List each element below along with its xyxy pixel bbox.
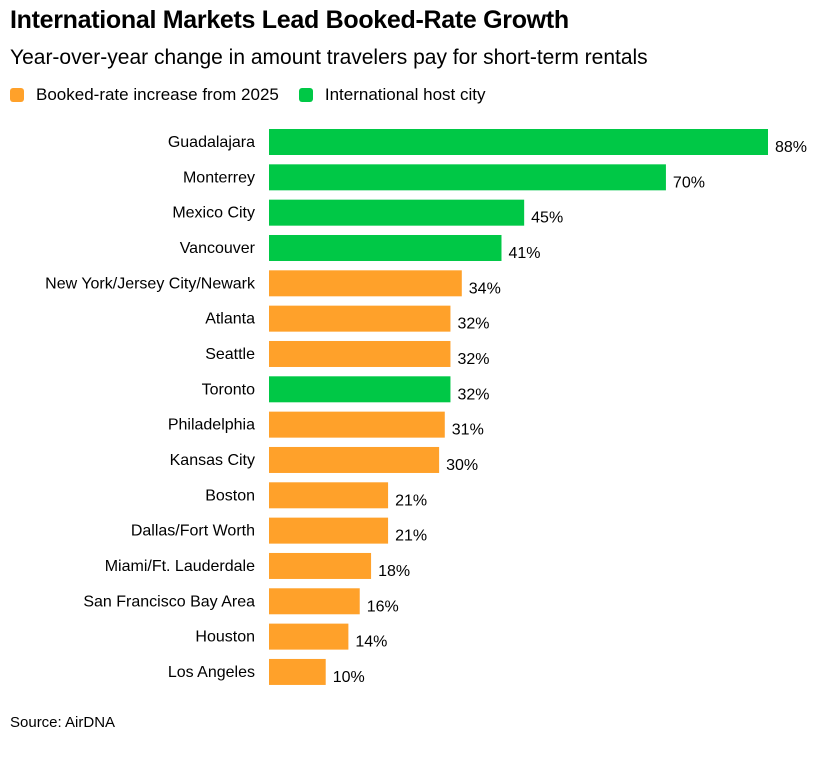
value-label: 16% — [367, 598, 399, 615]
bar — [269, 517, 389, 544]
category-label: Philadelphia — [168, 417, 255, 434]
bar — [269, 340, 451, 367]
category-label: Monterrey — [183, 169, 255, 186]
category-label: Guadalajara — [168, 134, 255, 151]
category-label: Toronto — [202, 381, 255, 398]
value-label: 31% — [452, 422, 484, 439]
value-label: 41% — [508, 245, 540, 262]
value-label: 10% — [333, 669, 365, 686]
value-label: 21% — [395, 492, 427, 509]
category-label: Houston — [195, 629, 255, 646]
category-label: Dallas/Fort Worth — [131, 523, 255, 540]
bar — [269, 199, 525, 226]
category-label: Kansas City — [170, 452, 255, 469]
bar — [269, 411, 445, 438]
category-label: Miami/Ft. Lauderdale — [105, 558, 255, 575]
value-label: 45% — [531, 210, 563, 227]
chart-subtitle: Year-over-year change in amount traveler… — [10, 46, 648, 69]
category-label: San Francisco Bay Area — [83, 593, 255, 610]
category-label: Mexico City — [172, 205, 255, 222]
category-label: New York/Jersey City/Newark — [45, 275, 256, 292]
value-label: 14% — [355, 634, 387, 651]
bar — [269, 482, 389, 509]
legend-label-domestic: Booked-rate increase from 2025 — [36, 85, 279, 104]
chart-title: International Markets Lead Booked-Rate G… — [10, 6, 569, 34]
bar — [269, 270, 462, 297]
legend-swatch-domestic — [10, 88, 24, 102]
bar — [269, 658, 326, 685]
value-label: 34% — [469, 280, 501, 297]
legend-item-international: International host city — [298, 85, 486, 105]
value-label: 70% — [673, 174, 705, 191]
category-label: Los Angeles — [168, 664, 255, 681]
legend-label-international: International host city — [324, 85, 486, 104]
bar — [269, 446, 440, 473]
legend-swatch-international — [298, 88, 313, 102]
bar — [269, 305, 451, 332]
source-note: Source: AirDNA — [10, 714, 116, 731]
bar — [269, 164, 666, 191]
bar — [269, 376, 451, 403]
value-label: 32% — [457, 351, 489, 368]
value-label: 18% — [378, 563, 410, 580]
value-label: 88% — [775, 139, 807, 156]
value-label: 30% — [446, 457, 478, 474]
value-label: 32% — [457, 316, 489, 333]
category-label: Atlanta — [205, 311, 255, 328]
bar — [269, 234, 502, 261]
bar — [269, 552, 372, 579]
bar — [269, 588, 360, 615]
bar — [269, 129, 768, 155]
category-label: Boston — [205, 487, 255, 504]
value-label: 21% — [395, 528, 427, 545]
value-label: 32% — [457, 386, 489, 403]
legend-item-domestic: Booked-rate increase from 2025 — [10, 85, 279, 105]
category-label: Seattle — [205, 346, 255, 363]
bar — [269, 623, 349, 650]
legend: Booked-rate increase from 2025 Internati… — [10, 85, 506, 105]
category-label: Vancouver — [180, 240, 256, 257]
